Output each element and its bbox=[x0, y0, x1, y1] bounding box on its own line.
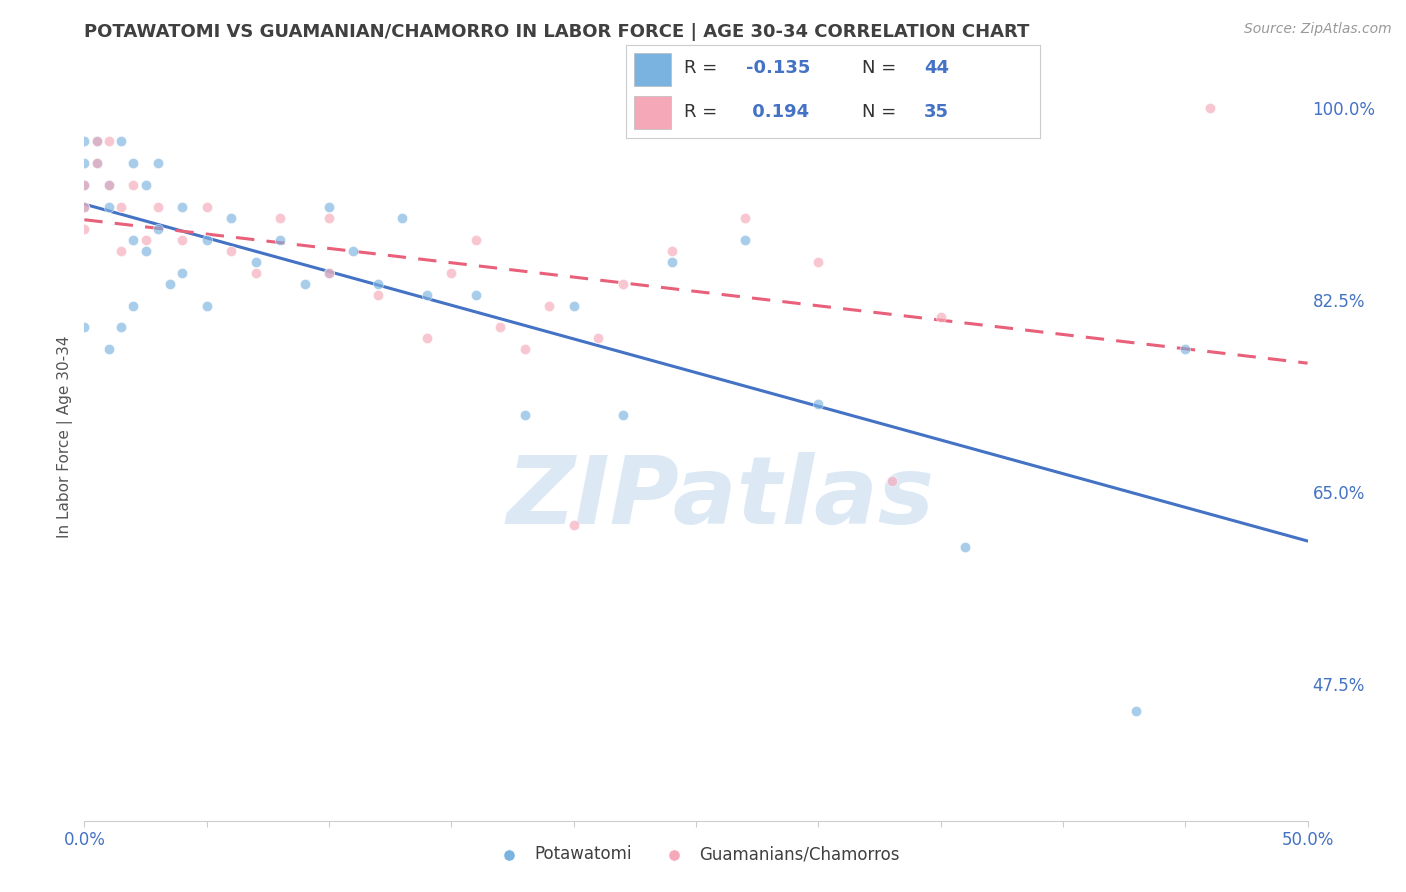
Point bbox=[562, 517, 585, 532]
Point bbox=[97, 178, 120, 192]
Text: 35: 35 bbox=[924, 103, 949, 120]
Legend: Potawatomi, Guamanians/Chamorros: Potawatomi, Guamanians/Chamorros bbox=[486, 838, 905, 870]
Point bbox=[122, 233, 145, 247]
Point bbox=[807, 397, 830, 411]
Point bbox=[245, 266, 267, 280]
Point bbox=[110, 200, 132, 214]
Point bbox=[367, 277, 389, 291]
Point bbox=[219, 244, 242, 258]
Point bbox=[73, 320, 96, 334]
Text: 44: 44 bbox=[924, 60, 949, 78]
Point bbox=[110, 320, 132, 334]
Point bbox=[135, 233, 157, 247]
Text: -0.135: -0.135 bbox=[747, 60, 810, 78]
Point bbox=[97, 200, 120, 214]
Point bbox=[464, 287, 486, 301]
Point bbox=[734, 211, 756, 225]
Point bbox=[195, 200, 218, 214]
Point bbox=[318, 200, 340, 214]
Point bbox=[294, 277, 316, 291]
Point bbox=[219, 211, 242, 225]
Point bbox=[110, 244, 132, 258]
Point bbox=[146, 200, 169, 214]
FancyBboxPatch shape bbox=[634, 53, 671, 86]
Point bbox=[73, 200, 96, 214]
Point bbox=[612, 277, 634, 291]
Point bbox=[416, 331, 439, 345]
Point bbox=[73, 178, 96, 192]
Point bbox=[513, 408, 536, 422]
Point bbox=[97, 343, 120, 357]
Point bbox=[146, 156, 169, 170]
Text: R =: R = bbox=[683, 103, 723, 120]
Point bbox=[73, 178, 96, 192]
FancyBboxPatch shape bbox=[634, 96, 671, 129]
Point bbox=[880, 474, 903, 488]
Point bbox=[135, 244, 157, 258]
Point bbox=[562, 299, 585, 313]
Point bbox=[122, 178, 145, 192]
Point bbox=[73, 200, 96, 214]
Point bbox=[172, 200, 194, 214]
Point bbox=[86, 134, 108, 148]
Text: N =: N = bbox=[862, 103, 903, 120]
Point bbox=[86, 156, 108, 170]
Point bbox=[318, 266, 340, 280]
Point bbox=[245, 254, 267, 268]
Point bbox=[86, 134, 108, 148]
Text: ZIPatlas: ZIPatlas bbox=[506, 452, 935, 544]
Point bbox=[195, 299, 218, 313]
Point bbox=[342, 244, 364, 258]
Point bbox=[318, 211, 340, 225]
Point bbox=[73, 222, 96, 236]
Point bbox=[538, 299, 561, 313]
Point bbox=[122, 156, 145, 170]
Y-axis label: In Labor Force | Age 30-34: In Labor Force | Age 30-34 bbox=[58, 335, 73, 539]
Point bbox=[195, 233, 218, 247]
Point bbox=[464, 233, 486, 247]
Text: Source: ZipAtlas.com: Source: ZipAtlas.com bbox=[1244, 22, 1392, 37]
Text: R =: R = bbox=[683, 60, 723, 78]
Point bbox=[172, 266, 194, 280]
Point bbox=[734, 233, 756, 247]
Point bbox=[269, 211, 291, 225]
Point bbox=[146, 222, 169, 236]
Point bbox=[97, 178, 120, 192]
Point bbox=[1125, 704, 1147, 718]
Point bbox=[122, 299, 145, 313]
Point bbox=[73, 134, 96, 148]
Point bbox=[416, 287, 439, 301]
Point bbox=[612, 408, 634, 422]
Point bbox=[110, 134, 132, 148]
Point bbox=[97, 134, 120, 148]
Point bbox=[159, 277, 181, 291]
Point bbox=[953, 540, 976, 554]
Point bbox=[489, 320, 512, 334]
Point bbox=[929, 310, 952, 324]
Point bbox=[1198, 101, 1220, 115]
Point bbox=[318, 266, 340, 280]
Point bbox=[661, 244, 683, 258]
Text: N =: N = bbox=[862, 60, 903, 78]
Point bbox=[73, 156, 96, 170]
Point bbox=[269, 233, 291, 247]
Point bbox=[807, 254, 830, 268]
Text: 0.194: 0.194 bbox=[747, 103, 808, 120]
Point bbox=[135, 178, 157, 192]
Point bbox=[661, 254, 683, 268]
Text: POTAWATOMI VS GUAMANIAN/CHAMORRO IN LABOR FORCE | AGE 30-34 CORRELATION CHART: POTAWATOMI VS GUAMANIAN/CHAMORRO IN LABO… bbox=[84, 23, 1029, 41]
Point bbox=[391, 211, 413, 225]
Point bbox=[172, 233, 194, 247]
Point bbox=[1174, 343, 1197, 357]
Point bbox=[513, 343, 536, 357]
Point bbox=[367, 287, 389, 301]
Point bbox=[440, 266, 463, 280]
Point bbox=[586, 331, 609, 345]
Point bbox=[86, 156, 108, 170]
